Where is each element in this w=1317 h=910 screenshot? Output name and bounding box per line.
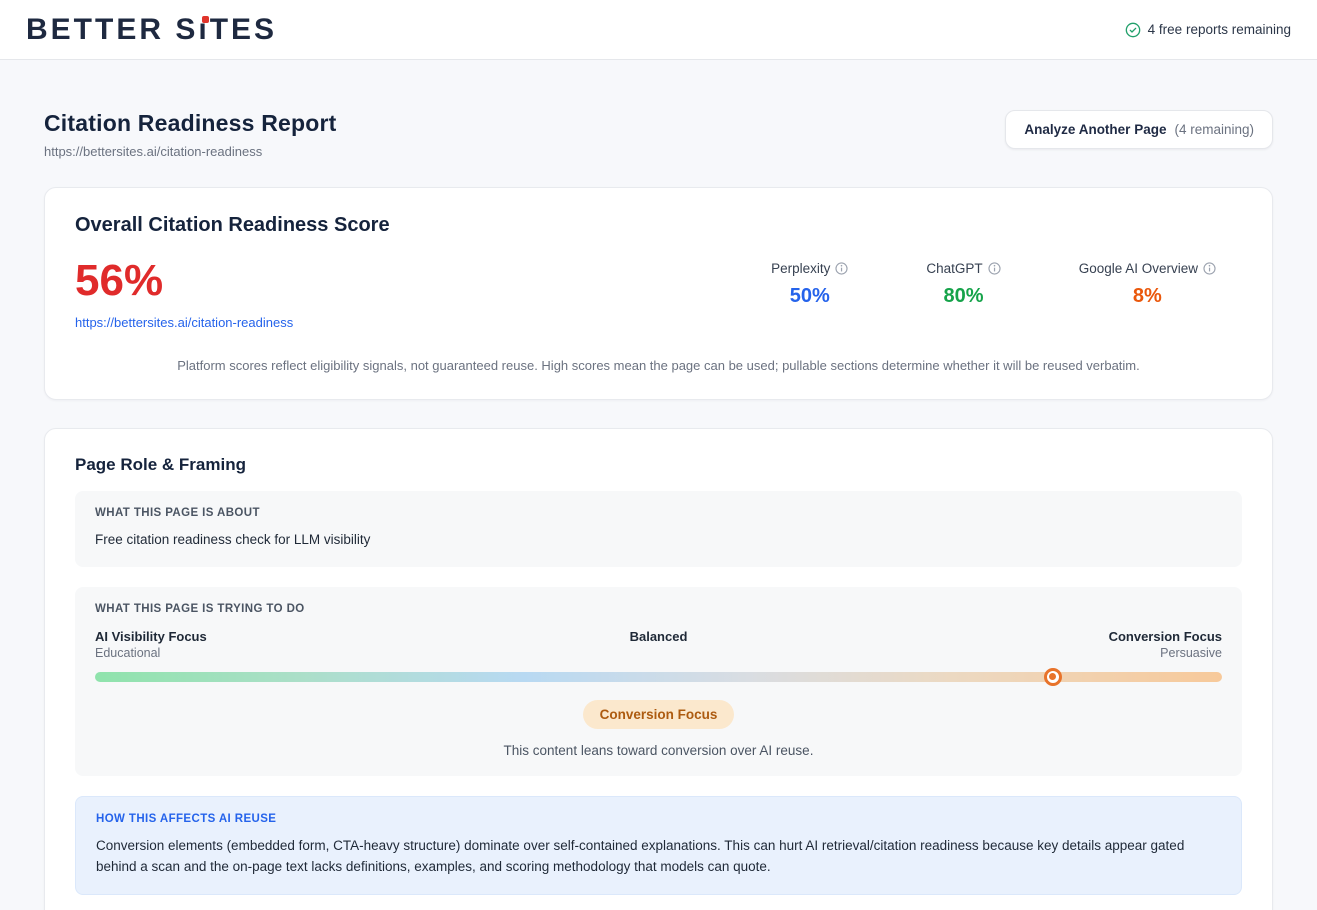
overall-score-card: Overall Citation Readiness Score 56% htt… — [44, 187, 1273, 400]
page-url: https://bettersites.ai/citation-readines… — [44, 144, 263, 159]
platform-value: 8% — [1132, 285, 1162, 307]
info-icon[interactable] — [835, 262, 849, 275]
intent-slider-labels: AI Visibility Focus Educational Balanced… — [95, 629, 1222, 660]
slider-label-left: AI Visibility Focus Educational — [95, 629, 630, 660]
focus-badge: Conversion Focus — [582, 699, 735, 729]
title-block: Citation Readiness Report https://better… — [44, 110, 337, 159]
report-main: Citation Readiness Report https://better… — [0, 60, 1317, 910]
intent-panel: WHAT THIS PAGE IS TRYING TO DO AI Visibi… — [75, 586, 1242, 776]
reports-remaining-label: 4 free reports remaining — [1147, 22, 1291, 37]
platform-scores: Perplexity 50% ChatGPT 80% — [771, 261, 1242, 308]
ai-reuse-panel-text: Conversion elements (embedded form, CTA-… — [96, 837, 1185, 874]
overall-score-value: 56% — [75, 256, 164, 305]
slider-label-left-title: AI Visibility Focus — [95, 628, 207, 644]
about-panel-text: Free citation readiness check for LLM vi… — [95, 532, 371, 547]
slider-label-left-sub: Educational — [95, 645, 161, 660]
slider-label-center: Balanced — [630, 629, 688, 644]
slider-label-right-sub: Persuasive — [1160, 645, 1222, 660]
platform-name: ChatGPT — [926, 261, 983, 276]
ai-reuse-panel-label: HOW THIS AFFECTS AI REUSE — [96, 812, 277, 825]
platform-score-perplexity: Perplexity 50% — [771, 261, 849, 308]
platform-score-google-ai-overview: Google AI Overview 8% — [1079, 261, 1216, 308]
about-panel-label: WHAT THIS PAGE IS ABOUT — [95, 507, 260, 519]
platform-label-row: Google AI Overview — [1079, 261, 1216, 276]
title-row: Citation Readiness Report https://better… — [44, 110, 1273, 159]
logo-text-pre: BETTER S — [26, 12, 199, 46]
platform-label-row: Perplexity — [771, 261, 849, 276]
logo-letter-i: ı — [198, 12, 210, 46]
intent-caption: This content leans toward conversion ove… — [503, 742, 814, 758]
overall-score-block: 56% https://bettersites.ai/citation-read… — [75, 256, 294, 331]
page-role-heading: Page Role & Framing — [75, 455, 246, 474]
platform-label-row: ChatGPT — [926, 261, 1001, 276]
focus-badge-row: Conversion Focus — [95, 699, 1222, 729]
score-row: 56% https://bettersites.ai/citation-read… — [75, 259, 1242, 330]
ai-reuse-panel: HOW THIS AFFECTS AI REUSE Conversion ele… — [75, 795, 1242, 895]
overall-score-heading: Overall Citation Readiness Score — [75, 214, 390, 236]
score-url-link[interactable]: https://bettersites.ai/citation-readines… — [75, 315, 294, 330]
logo-text-post: TES — [209, 12, 278, 46]
about-panel: WHAT THIS PAGE IS ABOUT Free citation re… — [75, 491, 1242, 567]
intent-panel-label: WHAT THIS PAGE IS TRYING TO DO — [95, 602, 305, 615]
info-icon[interactable] — [988, 262, 1001, 275]
analyze-button-label: Analyze Another Page — [1024, 122, 1167, 137]
platform-score-chatgpt: ChatGPT 80% — [926, 261, 1001, 308]
reports-remaining: 4 free reports remaining — [1125, 22, 1291, 38]
slider-label-right-title: Conversion Focus — [1108, 628, 1222, 644]
slider-marker — [1043, 667, 1062, 686]
page-title: Citation Readiness Report — [44, 110, 337, 136]
check-circle-icon — [1125, 22, 1141, 38]
analyze-another-page-button[interactable]: Analyze Another Page (4 remaining) — [1005, 110, 1273, 149]
analyze-button-remaining: (4 remaining) — [1174, 122, 1254, 137]
platform-value: 80% — [943, 285, 984, 307]
page-role-card: Page Role & Framing WHAT THIS PAGE IS AB… — [44, 428, 1273, 910]
score-disclaimer: Platform scores reflect eligibility sign… — [177, 358, 1140, 373]
slider-label-center-title: Balanced — [629, 628, 688, 644]
slider-label-right: Conversion Focus Persuasive — [687, 629, 1222, 660]
platform-value: 50% — [789, 285, 830, 307]
intent-slider-track — [95, 667, 1222, 686]
platform-name: Perplexity — [771, 261, 831, 276]
platform-name: Google AI Overview — [1078, 261, 1198, 276]
info-icon[interactable] — [1203, 262, 1216, 275]
